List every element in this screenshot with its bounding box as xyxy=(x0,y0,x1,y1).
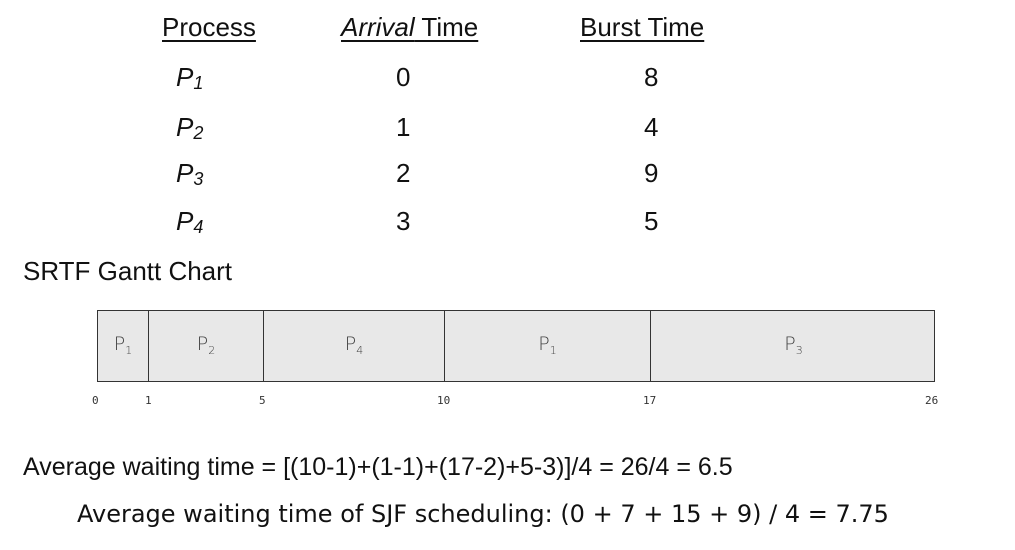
gantt-segment: P1 xyxy=(98,311,149,381)
time-tick: 17 xyxy=(643,394,657,407)
arrival-value: 1 xyxy=(396,112,411,142)
header-arrival-time: Arrival Time xyxy=(341,12,478,43)
gantt-title: SRTF Gantt Chart xyxy=(23,256,233,286)
segment-process-index: 4 xyxy=(356,344,364,357)
burst-value: 5 xyxy=(644,206,659,236)
process-name: P4 xyxy=(176,206,203,237)
header-arrival-emphasis: Arrival xyxy=(341,12,415,42)
arrival-value: 0 xyxy=(396,62,411,92)
process-index: 1 xyxy=(193,73,204,93)
header-arrival-suffix: Time xyxy=(414,12,479,42)
segment-process-index: 2 xyxy=(208,344,216,357)
process-letter: P xyxy=(176,62,194,92)
segment-process-index: 1 xyxy=(549,344,557,357)
process-name: P2 xyxy=(176,112,203,143)
time-tick: 10 xyxy=(437,394,451,407)
time-tick: 1 xyxy=(145,394,152,407)
process-index: 4 xyxy=(193,217,204,237)
arrival-value: 3 xyxy=(396,206,411,236)
process-index: 3 xyxy=(193,169,204,189)
time-tick: 26 xyxy=(925,394,939,407)
segment-process-letter: P xyxy=(538,333,550,355)
process-letter: P xyxy=(176,158,194,188)
time-tick: 5 xyxy=(259,394,266,407)
process-name: P1 xyxy=(176,62,203,93)
gantt-segment: P1 xyxy=(445,311,651,381)
segment-label: P2 xyxy=(149,333,263,357)
arrival-value: 2 xyxy=(396,158,411,188)
header-process: Process xyxy=(162,12,256,42)
segment-label: P4 xyxy=(264,333,444,357)
burst-value: 4 xyxy=(644,112,659,142)
gantt-chart: P1 P2 P4 P1 P3 xyxy=(97,310,935,382)
segment-process-index: 1 xyxy=(125,344,133,357)
segment-process-letter: P xyxy=(344,333,357,355)
process-name: P3 xyxy=(176,158,203,189)
segment-process-letter: P xyxy=(196,333,209,355)
segment-label: P1 xyxy=(445,333,650,357)
process-letter: P xyxy=(176,112,194,142)
process-index: 2 xyxy=(193,123,204,143)
process-letter: P xyxy=(176,206,194,236)
sjf-average-waiting-time: Average waiting time of SJF scheduling: … xyxy=(77,500,889,528)
burst-value: 8 xyxy=(644,62,659,92)
time-tick: 0 xyxy=(92,394,99,407)
gantt-segment: P4 xyxy=(264,311,445,381)
segment-label: P3 xyxy=(651,333,936,357)
srtf-average-waiting-time: Average waiting time = [(10-1)+(1-1)+(17… xyxy=(23,453,733,481)
segment-process-index: 3 xyxy=(795,344,803,357)
header-burst-time: Burst Time xyxy=(580,12,705,42)
gantt-segment: P3 xyxy=(651,311,936,381)
segment-process-letter: P xyxy=(113,333,126,355)
gantt-segment: P2 xyxy=(149,311,264,381)
segment-process-letter: P xyxy=(784,333,796,355)
segment-label: P1 xyxy=(98,333,148,357)
burst-value: 9 xyxy=(644,158,659,188)
